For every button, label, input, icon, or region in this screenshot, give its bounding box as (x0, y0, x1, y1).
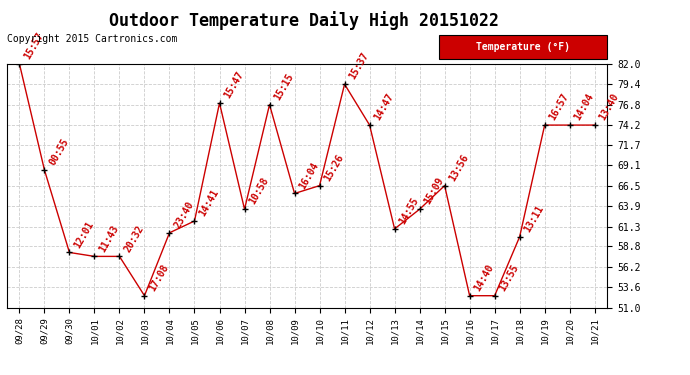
Text: Temperature (°F): Temperature (°F) (476, 42, 570, 52)
Text: 14:41: 14:41 (197, 188, 221, 218)
Text: 16:57: 16:57 (547, 92, 571, 122)
Text: 15:57: 15:57 (22, 30, 46, 61)
Text: 13:40: 13:40 (598, 92, 621, 122)
Text: Copyright 2015 Cartronics.com: Copyright 2015 Cartronics.com (7, 34, 177, 44)
Text: 16:04: 16:04 (297, 160, 321, 191)
Text: 15:26: 15:26 (322, 152, 346, 183)
Text: 14:04: 14:04 (573, 92, 595, 122)
Text: 15:15: 15:15 (273, 71, 295, 102)
Text: 10:58: 10:58 (247, 176, 270, 206)
Text: 15:47: 15:47 (222, 70, 246, 100)
Text: 15:37: 15:37 (347, 51, 371, 81)
Text: 13:56: 13:56 (447, 152, 471, 183)
Text: 14:47: 14:47 (373, 92, 395, 122)
Text: 14:40: 14:40 (473, 262, 495, 293)
Text: Outdoor Temperature Daily High 20151022: Outdoor Temperature Daily High 20151022 (108, 11, 499, 30)
Text: 14:55: 14:55 (397, 196, 421, 226)
Text: 11:43: 11:43 (97, 223, 121, 254)
Text: 00:55: 00:55 (47, 136, 70, 167)
Text: 17:08: 17:08 (147, 262, 170, 293)
FancyBboxPatch shape (439, 34, 607, 59)
Text: 20:32: 20:32 (122, 223, 146, 254)
Text: 23:40: 23:40 (172, 200, 195, 230)
Text: 13:55: 13:55 (497, 262, 521, 293)
Text: 12:01: 12:01 (72, 219, 95, 250)
Text: 13:11: 13:11 (522, 204, 546, 234)
Text: 15:09: 15:09 (422, 176, 446, 206)
